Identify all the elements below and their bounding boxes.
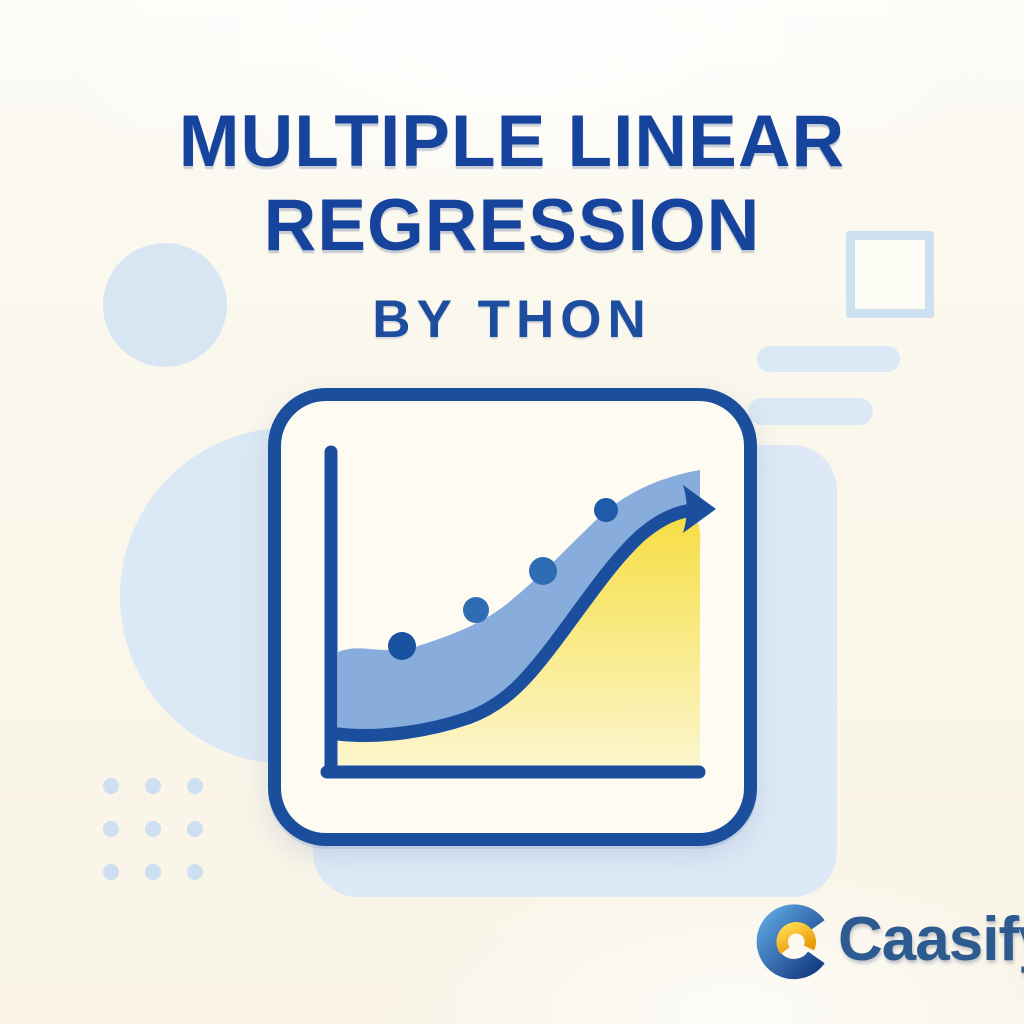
brand-mark-inner-c (776, 922, 817, 955)
title-line-2: REGRESSION (263, 185, 761, 266)
grid-dot (145, 864, 161, 880)
grid-dot (103, 821, 119, 837)
decor-bar-bottom (748, 398, 873, 425)
grid-dot (103, 778, 119, 794)
grid-dot (145, 821, 161, 837)
brand-name: Caasify (838, 905, 1024, 974)
title-block: MULTIPLE LINEAR REGRESSION BY THON (0, 100, 1024, 350)
grid-dot (145, 778, 161, 794)
decor-bar-top (757, 346, 900, 372)
title-line-1: MULTIPLE LINEAR (178, 101, 846, 182)
decor-dot-grid (103, 778, 203, 880)
decor-circle-small (103, 243, 227, 367)
chart-frame (268, 388, 757, 846)
grid-dot (103, 864, 119, 880)
grid-dot (187, 821, 203, 837)
brand-mark-outer-c (756, 904, 825, 980)
grid-dot (187, 864, 203, 880)
decor-square-outline (846, 231, 934, 318)
grid-dot (187, 778, 203, 794)
title-byline: BY THON (372, 290, 652, 349)
brand-logo: Caasify (750, 896, 1024, 984)
brand-mark-icon (756, 904, 825, 980)
